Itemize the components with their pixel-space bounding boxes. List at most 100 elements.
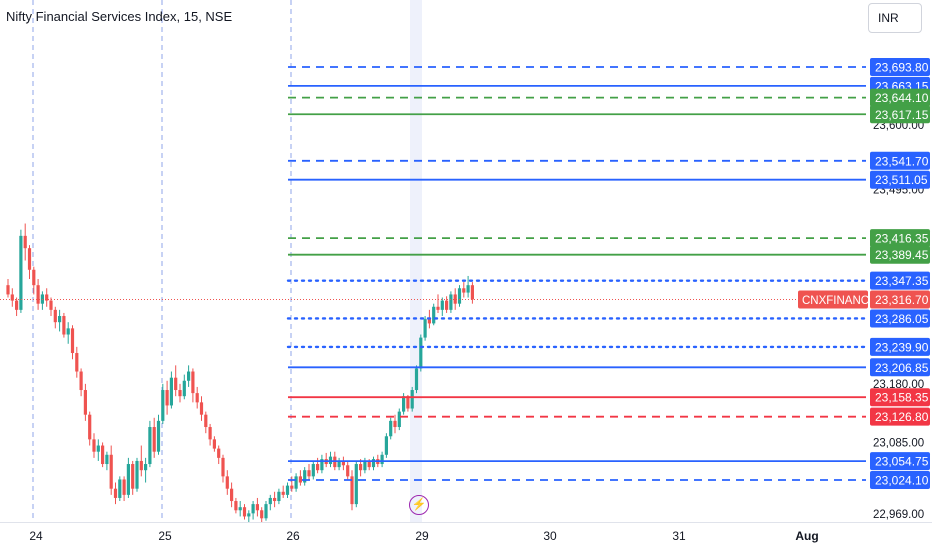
currency-selector[interactable]: INR bbox=[868, 3, 922, 33]
candle bbox=[92, 433, 96, 458]
candle bbox=[290, 476, 294, 492]
svg-text:23,239.90: 23,239.90 bbox=[875, 340, 929, 354]
candle bbox=[273, 491, 277, 508]
candle bbox=[225, 470, 229, 495]
candle bbox=[466, 275, 470, 298]
candle bbox=[410, 386, 414, 412]
candle bbox=[281, 485, 285, 498]
candle bbox=[109, 445, 113, 495]
svg-text:23,054.75: 23,054.75 bbox=[875, 455, 929, 469]
candle bbox=[113, 482, 118, 505]
price-tick: 22,969.00 bbox=[873, 509, 924, 521]
candle bbox=[126, 457, 130, 498]
candle bbox=[70, 325, 75, 360]
candle bbox=[337, 457, 341, 471]
candle bbox=[462, 282, 466, 298]
candle bbox=[316, 457, 320, 474]
candle bbox=[105, 451, 109, 471]
candle bbox=[10, 288, 14, 307]
candle bbox=[118, 476, 122, 502]
level-price-label: 23,054.75 bbox=[870, 452, 930, 471]
symbol-label: CNXFINANCE bbox=[798, 290, 877, 309]
candle bbox=[79, 368, 83, 397]
candle bbox=[234, 497, 238, 514]
svg-text:23,416.35: 23,416.35 bbox=[875, 232, 929, 246]
level-price-label: 23,158.35 bbox=[870, 388, 930, 407]
candlestick-series bbox=[6, 223, 474, 523]
candle bbox=[307, 464, 311, 480]
svg-text:23,389.45: 23,389.45 bbox=[875, 248, 929, 262]
candle bbox=[199, 396, 204, 421]
candle bbox=[88, 411, 92, 446]
time-axis[interactable]: 24 25 26 29 30 31 Aug bbox=[0, 522, 932, 544]
price-tick-hidden: 23,180.00 bbox=[873, 379, 924, 391]
session-highlight-layer bbox=[410, 0, 422, 522]
time-tick: 30 bbox=[543, 529, 557, 543]
candle bbox=[384, 433, 388, 458]
price-tick: 23,085.00 bbox=[873, 437, 924, 449]
candle bbox=[62, 312, 66, 338]
svg-text:23,693.80: 23,693.80 bbox=[875, 61, 929, 75]
candle bbox=[96, 439, 100, 461]
chart-title: Nifty Financial Services Index, 15, NSE bbox=[6, 9, 233, 24]
last-price-label: 23,316.70 bbox=[870, 290, 930, 309]
candle bbox=[19, 229, 23, 313]
level-price-label: 23,126.80 bbox=[870, 407, 930, 426]
candle bbox=[260, 507, 264, 523]
candle bbox=[58, 309, 62, 332]
candle bbox=[247, 510, 251, 523]
candle bbox=[187, 365, 191, 387]
candle bbox=[75, 346, 79, 378]
candle bbox=[32, 266, 36, 295]
price-axis[interactable]: 23,600.0023,285.0023,495.0023,180.0023,0… bbox=[868, 0, 932, 550]
time-tick: 31 bbox=[672, 529, 686, 543]
candle bbox=[294, 473, 298, 492]
candle bbox=[148, 420, 152, 468]
candle bbox=[277, 488, 281, 505]
session-separator-layer bbox=[32, 0, 292, 522]
svg-text:23,316.70: 23,316.70 bbox=[875, 293, 929, 307]
candle bbox=[328, 451, 333, 468]
candle bbox=[268, 494, 272, 511]
svg-text:23,126.80: 23,126.80 bbox=[875, 410, 929, 424]
candle bbox=[298, 470, 302, 486]
candle bbox=[135, 457, 139, 492]
time-tick: 24 bbox=[29, 529, 43, 543]
time-tick: 25 bbox=[158, 529, 172, 543]
candle bbox=[242, 504, 247, 520]
svg-text:23,158.35: 23,158.35 bbox=[875, 391, 929, 405]
svg-text:23,644.10: 23,644.10 bbox=[875, 91, 929, 105]
candle bbox=[36, 279, 40, 310]
candle bbox=[230, 482, 234, 508]
candle bbox=[204, 411, 208, 434]
candle bbox=[195, 386, 199, 409]
candle bbox=[49, 297, 53, 317]
candle bbox=[440, 297, 444, 317]
candle bbox=[83, 383, 87, 421]
candle bbox=[423, 316, 427, 341]
candle bbox=[174, 365, 178, 397]
candle bbox=[191, 368, 195, 403]
candle bbox=[40, 291, 44, 310]
level-price-label: 23,389.45 bbox=[870, 245, 930, 264]
candle bbox=[363, 457, 367, 474]
candle bbox=[320, 454, 324, 474]
svg-text:23,206.85: 23,206.85 bbox=[875, 361, 929, 375]
level-price-label: 23,347.35 bbox=[870, 271, 930, 290]
last-price-line: CNXFINANCE bbox=[0, 290, 877, 309]
candle bbox=[161, 383, 165, 424]
candle bbox=[264, 501, 268, 521]
candle bbox=[217, 445, 221, 465]
candle bbox=[156, 414, 161, 455]
candle bbox=[23, 223, 27, 261]
candle bbox=[341, 456, 345, 471]
candle bbox=[457, 285, 462, 307]
level-price-label: 23,206.85 bbox=[870, 358, 930, 377]
level-price-label: 23,286.05 bbox=[870, 309, 930, 328]
candle bbox=[6, 279, 10, 298]
candle bbox=[380, 451, 384, 468]
level-price-label: 23,617.15 bbox=[870, 105, 930, 124]
lightning-icon[interactable]: ⚡ bbox=[409, 495, 429, 515]
level-price-label: 23,541.70 bbox=[870, 151, 930, 170]
